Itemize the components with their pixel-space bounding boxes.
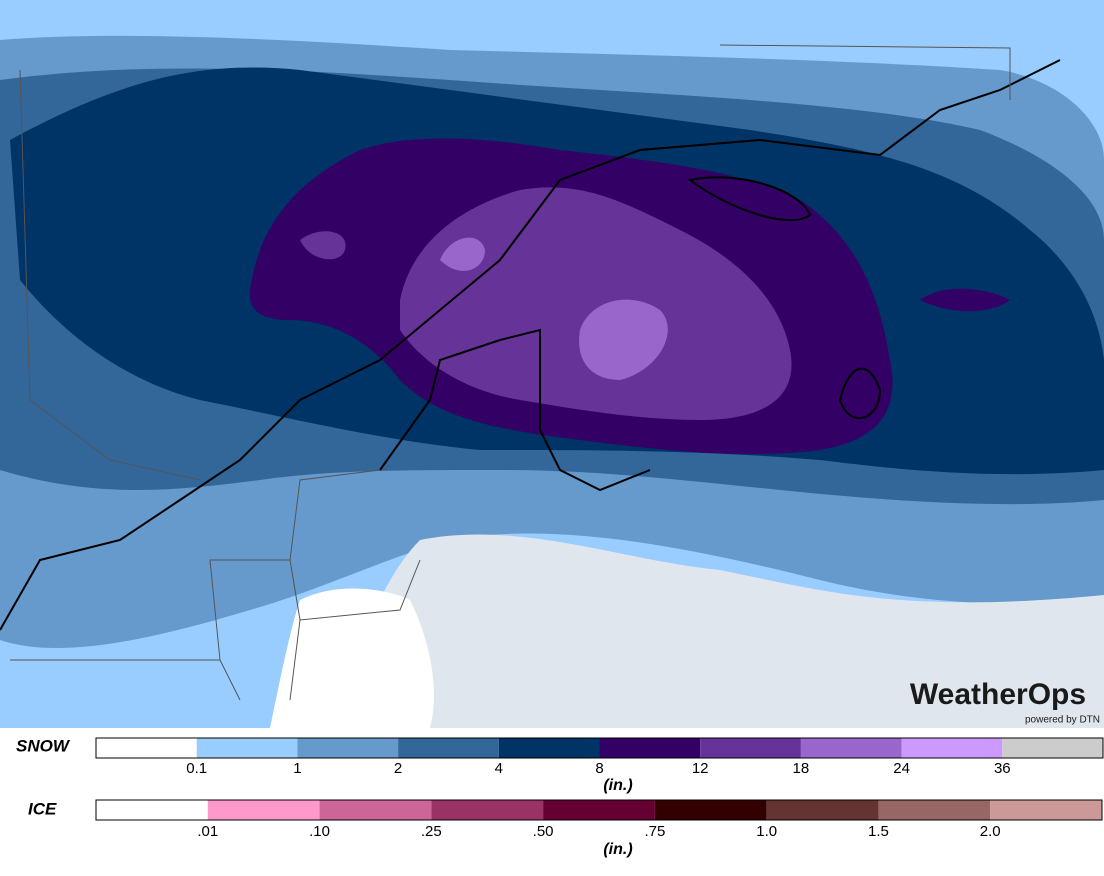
snow-tick-label: 36 — [994, 760, 1011, 777]
ice-swatch — [878, 800, 991, 820]
snow-24in-spot — [440, 237, 485, 271]
ice-tick-label: .01 — [197, 823, 218, 840]
snow-swatch — [297, 738, 399, 758]
logo-brand: WeatherOps — [910, 678, 1086, 711]
snow-tick-label: 18 — [793, 760, 810, 777]
ice-tick-label: .50 — [533, 823, 554, 840]
snow-swatch — [1002, 738, 1103, 758]
map: WeatherOps powered by DTN — [0, 0, 1104, 728]
snow-24in-zone — [579, 299, 668, 380]
island — [687, 176, 812, 222]
snow-label: SNOW — [16, 736, 71, 755]
snow-swatch — [398, 738, 499, 758]
snow-bar-frame — [95, 737, 1104, 759]
snow-unit: (in.) — [603, 777, 632, 794]
state-line — [10, 469, 421, 701]
ice-tick-label: .75 — [644, 823, 665, 840]
ice-label: ICE — [28, 799, 57, 818]
snow-swatch — [901, 738, 1003, 758]
ice-swatch — [207, 800, 320, 820]
snow-swatch — [96, 738, 197, 758]
border-line — [0, 59, 1061, 631]
state-lines — [10, 44, 1011, 701]
snow-tick-label: 8 — [595, 760, 603, 777]
ice-swatch — [990, 800, 1102, 820]
border-line — [379, 328, 651, 492]
ice-swatch — [654, 800, 767, 820]
ocean — [320, 534, 1104, 728]
snow-swatch — [498, 738, 600, 758]
snow-18in-spot — [300, 231, 346, 260]
logo-powered: powered by DTN — [1025, 715, 1100, 726]
ice-swatch — [766, 800, 879, 820]
no-snow-zone — [270, 588, 434, 728]
island — [838, 367, 882, 420]
snow-18in-zone — [400, 187, 792, 420]
snow-tick-label: 4 — [495, 760, 503, 777]
borders — [0, 59, 1061, 631]
snow-swatch — [800, 738, 902, 758]
snow-tick-label: 2 — [394, 760, 402, 777]
snow-tick-label: 1 — [293, 760, 301, 777]
snow-tick-label: 12 — [692, 760, 709, 777]
snow-12in-zone-east — [920, 288, 1010, 312]
ice-tick-label: .10 — [309, 823, 330, 840]
state-line — [19, 44, 1011, 481]
ice-tick-label: .25 — [421, 823, 442, 840]
ice-unit: (in.) — [603, 841, 632, 858]
ice-swatch — [319, 800, 432, 820]
ice-bar-frame — [95, 799, 1103, 821]
ice-tick-label: 1.5 — [868, 823, 889, 840]
ice-tick-label: 1.0 — [756, 823, 777, 840]
snow-tick-label: 24 — [893, 760, 910, 777]
ice-swatch — [543, 800, 655, 820]
ice-swatch — [431, 800, 544, 820]
snow-tick-label: 0.1 — [186, 760, 207, 777]
ice-swatch — [96, 800, 208, 820]
snow-swatch — [196, 738, 298, 758]
ice-tick-label: 2.0 — [980, 823, 1001, 840]
snow-swatch — [599, 738, 701, 758]
snow-swatch — [700, 738, 801, 758]
